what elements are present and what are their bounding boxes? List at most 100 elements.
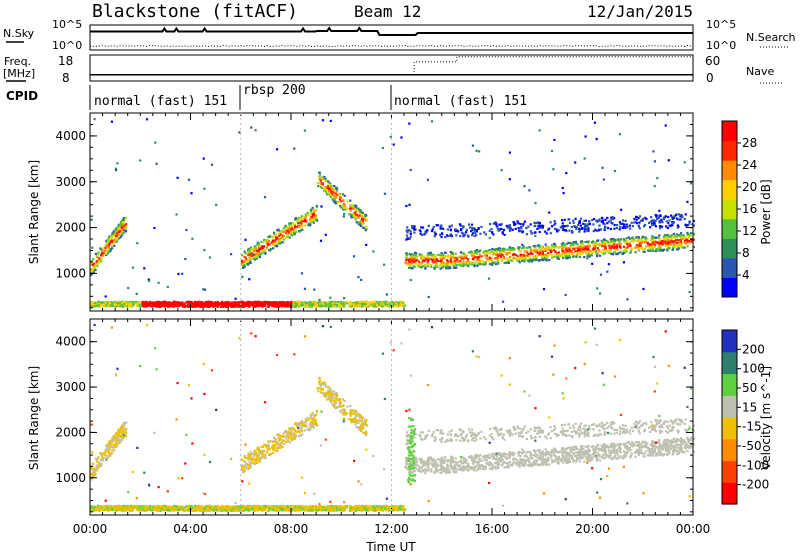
power-point [604, 226, 607, 230]
velocity-point [245, 456, 249, 459]
power-point [336, 189, 339, 192]
power-point [375, 303, 378, 306]
power-point [563, 243, 566, 246]
velocity-point [314, 423, 317, 426]
power-point [506, 248, 509, 251]
power-point [459, 259, 462, 262]
velocity-point [640, 424, 643, 427]
power-point [654, 214, 657, 217]
power-point [544, 230, 547, 233]
velocity-point [105, 444, 108, 447]
power-point [298, 226, 301, 229]
power-point [216, 305, 219, 308]
power-point [479, 249, 482, 252]
power-point [691, 223, 694, 226]
power-point [652, 221, 655, 224]
power-point [214, 304, 217, 307]
power-point [233, 301, 236, 304]
power-point [510, 248, 513, 251]
velocity-point [462, 462, 465, 465]
power-point [459, 229, 463, 232]
power-point [110, 120, 113, 123]
power-point [541, 246, 544, 249]
power-point [452, 266, 455, 269]
noise-panel: N.Sky 10^5 10^0 10^5 10^0 N.Search [3, 18, 796, 52]
nave-trace [90, 56, 693, 76]
velocity-point [559, 450, 562, 453]
power-point [653, 185, 656, 188]
power-point [97, 262, 100, 265]
velocity-point [630, 426, 633, 429]
power-point [508, 252, 511, 255]
power-point [449, 258, 452, 261]
power-point [490, 257, 493, 260]
power-point [598, 243, 601, 246]
power-point [119, 302, 122, 305]
power-point [114, 229, 117, 232]
power-point [638, 221, 641, 224]
power-point [644, 239, 647, 242]
power-point [538, 246, 541, 249]
power-point [541, 248, 544, 251]
power-point [577, 253, 580, 256]
velocity-point [670, 419, 673, 422]
power-point [583, 219, 586, 222]
power-point [281, 241, 284, 244]
power-point [97, 304, 100, 307]
power-point [90, 260, 93, 263]
power-point [317, 175, 321, 178]
power-point [611, 237, 614, 241]
power-point [408, 266, 411, 269]
velocity-point [416, 469, 419, 472]
velocity-point [338, 404, 341, 407]
power-point [221, 305, 225, 308]
power-point [282, 230, 285, 233]
power-point [336, 193, 339, 196]
velocity-point [613, 375, 617, 378]
power-point [484, 263, 487, 266]
power-point [473, 263, 476, 266]
power-point [359, 223, 362, 226]
power-point [346, 302, 349, 305]
power-point [578, 230, 581, 233]
power-point [646, 241, 649, 244]
power-point [681, 237, 684, 241]
power-point [596, 287, 599, 290]
power-point [431, 260, 434, 263]
power-point [513, 223, 516, 226]
power-point [420, 233, 424, 236]
power-point [264, 301, 267, 304]
power-point [252, 257, 255, 260]
velocity-point [680, 447, 683, 450]
velocity-point [496, 431, 499, 434]
power-point [586, 245, 589, 248]
power-point [598, 218, 601, 221]
velocity-point [277, 433, 280, 436]
power-point [433, 235, 436, 238]
power-point [545, 256, 548, 259]
velocity-point [295, 430, 298, 433]
power-point [311, 218, 314, 221]
power-point [360, 278, 363, 281]
power-point [90, 263, 93, 266]
power-point [635, 239, 638, 243]
power-point [450, 251, 453, 254]
power-point [109, 303, 112, 306]
power-point [436, 224, 440, 227]
power-point [580, 252, 583, 255]
power-point [462, 234, 465, 237]
power-point [622, 225, 625, 228]
power-point [534, 247, 537, 250]
power-point [677, 218, 680, 221]
power-point [338, 197, 341, 200]
power-point [129, 300, 132, 303]
power-point [592, 244, 595, 247]
power-point [190, 192, 193, 195]
power-point [251, 301, 254, 304]
power-point [125, 300, 128, 303]
power-point [598, 292, 602, 295]
power-point [449, 229, 453, 232]
power-point [203, 187, 206, 190]
power-point [405, 252, 409, 255]
